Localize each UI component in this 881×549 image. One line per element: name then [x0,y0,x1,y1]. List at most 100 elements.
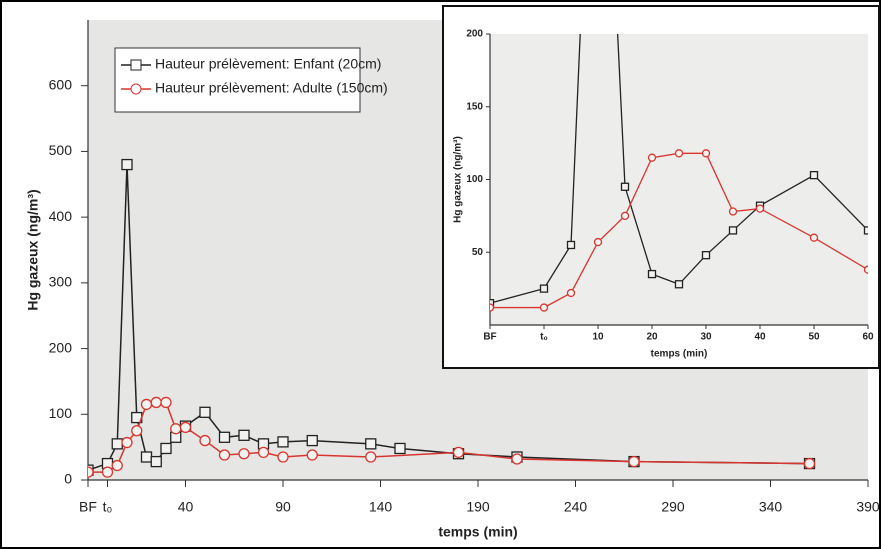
y-tick-label: 100 [466,174,483,185]
marker [140,398,153,411]
x-tick-label: 140 [369,499,393,515]
marker [863,265,868,274]
x-tick-label: 190 [466,499,490,515]
y-tick-label: 50 [472,247,484,258]
marker [674,149,684,158]
marker [160,396,172,409]
marker [170,423,182,435]
marker [277,436,289,448]
marker [628,455,640,468]
marker [809,170,819,180]
marker [199,434,211,447]
marker [238,448,250,460]
x-tick-label: 390 [856,499,880,515]
x-tick-label: 10 [592,332,604,343]
legend-label: Hauteur prélèvement: Enfant (20cm) [155,56,381,72]
inset-chart: 50 100 150 200 BF t₀ 10 20 30 40 50 60 temps (min) Hg… [453,29,874,360]
x-tick-label: 30 [700,332,712,343]
y-tick-label: 100 [49,405,73,421]
marker [140,451,153,463]
marker [593,237,603,247]
marker [490,303,495,312]
x-tick-label: 40 [754,332,766,343]
marker [755,204,765,213]
x-tick-label: t₀ [103,499,113,515]
y-axis-label: Hg gazeux (ng/m³) [453,136,464,223]
marker [809,233,819,242]
y-axis-label: Hg gazeux (ng/m³) [25,189,41,310]
x-tick-label: 40 [178,499,194,515]
marker [218,449,231,461]
x-tick-label: 240 [564,499,588,515]
marker [620,211,630,221]
y-tick-label: 600 [49,76,73,92]
series-group [490,34,868,312]
marker [647,153,657,162]
marker [150,455,162,468]
marker [566,288,576,298]
marker [306,449,318,461]
marker [620,182,630,191]
y-tick-label: 300 [49,274,73,290]
x-tick-label: 50 [808,332,820,343]
series-group [88,158,816,478]
marker [131,425,143,437]
x-tick-label: t₀ [540,332,548,343]
marker [111,459,123,472]
marker [277,451,289,463]
x-tick-label: BF [483,332,496,343]
marker [803,457,816,470]
marker [674,280,684,289]
x-tick-label: 60 [862,332,874,343]
marker [218,431,231,443]
marker [728,226,738,235]
legend-marker [130,83,142,95]
marker [863,226,868,235]
legend-marker [130,59,142,71]
marker [394,442,406,455]
marker [365,451,377,463]
main-chart: 0 100 200 300 400 500 600 BF t₀ 40 90 140 190 240 290 3… [25,20,880,540]
x-axis-label: temps (min) [651,349,708,360]
marker [150,396,162,409]
marker [728,207,738,216]
marker [101,466,114,478]
marker [452,446,465,459]
y-tick-label: 150 [466,101,483,112]
x-tick-label: BF [79,499,97,515]
x-tick-label: 290 [661,499,685,515]
series-line [88,164,810,471]
y-tick-label: 0 [64,471,72,487]
marker [179,421,192,434]
y-tick-label: 200 [466,29,483,40]
legend-box [114,47,361,113]
y-tick-label: 400 [49,208,73,224]
marker [511,453,523,465]
marker [306,434,318,447]
series-line [490,152,868,309]
marker [539,303,549,312]
y-tick-label: 500 [49,142,73,158]
marker [257,446,270,459]
marker [111,438,123,450]
x-tick-label: 340 [759,499,783,515]
marker [539,284,549,293]
marker [121,158,133,171]
marker [701,149,711,158]
series-line [490,34,868,304]
marker [238,429,250,441]
marker [121,436,133,449]
legend-label: Hauteur prélèvement: Adulte (150cm) [155,80,388,96]
marker [160,442,172,455]
marker [647,269,657,279]
marker [490,299,495,308]
x-axis-label: temps (min) [438,524,517,540]
x-tick-label: 90 [275,499,291,515]
marker [88,466,94,478]
marker [701,251,711,260]
marker [566,240,576,250]
y-tick-label: 200 [49,339,73,355]
marker [199,406,211,418]
x-tick-label: 20 [646,332,658,343]
